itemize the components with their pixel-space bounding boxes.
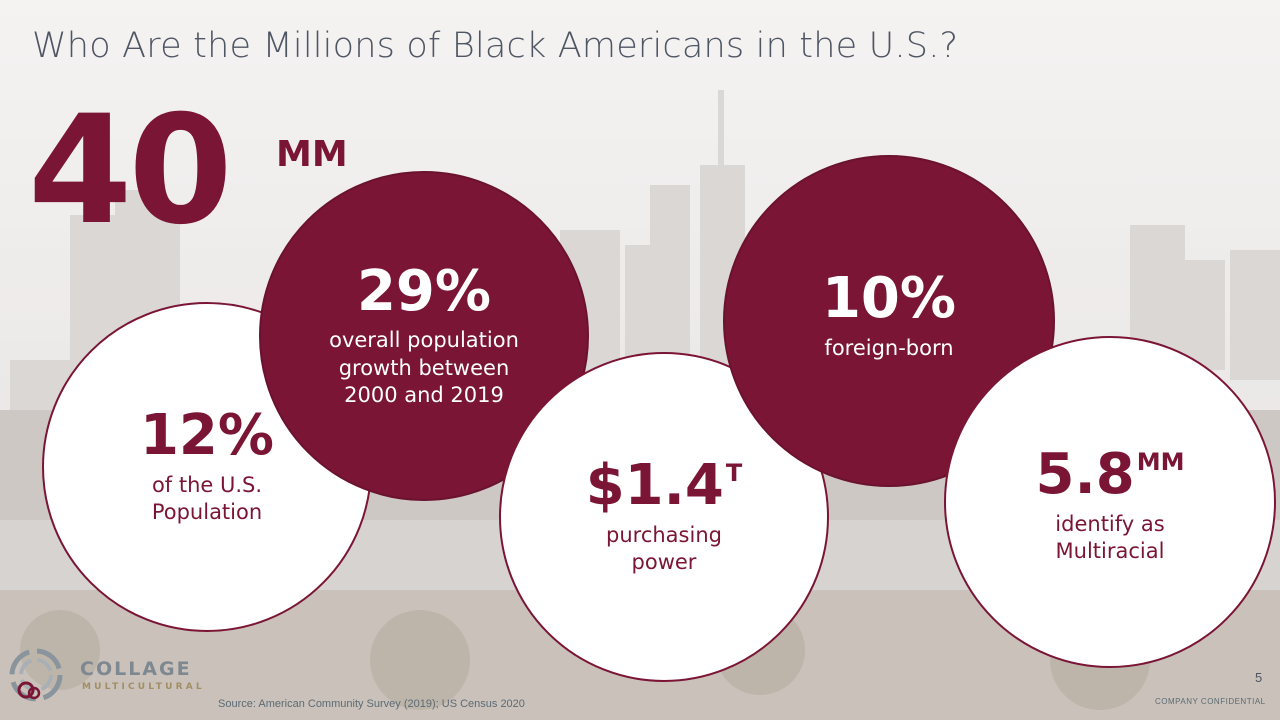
stat-value: 12% xyxy=(139,403,275,469)
logo-mark-icon xyxy=(9,648,63,702)
stat-desc-line: Population xyxy=(151,500,263,525)
logo-name: COLLAGE xyxy=(80,658,192,680)
stat-unit: MM xyxy=(1136,448,1185,476)
headline-value: 40 xyxy=(28,84,233,258)
stat-value: 10% xyxy=(821,266,957,331)
stat-desc-line: identify as xyxy=(1055,511,1165,536)
stat-description: identify as Multiracial xyxy=(1055,511,1164,566)
stat-desc-line: purchasing xyxy=(606,523,722,548)
stat-value: 5.8MM xyxy=(1036,445,1185,505)
stat-description: foreign-born xyxy=(824,335,953,362)
stat-circle-multiracial: 5.8MM identify as Multiracial xyxy=(944,336,1276,668)
stat-desc-line: 2000 and 2019 xyxy=(344,383,504,408)
logo-subtitle: MULTICULTURAL xyxy=(82,682,205,692)
stat-desc-line: growth between xyxy=(338,355,510,380)
stat-description: of the U.S. Population xyxy=(152,472,262,527)
confidential-label: COMPANY CONFIDENTIAL xyxy=(1155,697,1266,706)
stat-number: $1.4 xyxy=(585,453,724,519)
stat-value: $1.4T xyxy=(586,456,743,516)
headline-unit: MM xyxy=(276,134,348,175)
page-number: 5 xyxy=(1255,670,1263,685)
stat-desc-line: foreign-born xyxy=(824,335,954,360)
stat-desc-line: power xyxy=(631,550,697,575)
stat-desc-line: Multiracial xyxy=(1055,539,1165,564)
stat-number: 5.8 xyxy=(1035,442,1135,507)
source-note: Source: American Community Survey (2019)… xyxy=(218,698,525,710)
collage-logo: COLLAGE MULTICULTURAL xyxy=(6,646,206,704)
page-title: Who Are the Millions of Black Americans … xyxy=(32,26,959,66)
stat-desc-line: of the U.S. xyxy=(151,473,263,498)
stat-unit: T xyxy=(725,459,743,488)
stat-desc-line: overall population xyxy=(329,328,519,353)
stat-description: overall population growth between 2000 a… xyxy=(329,327,519,409)
stat-description: purchasing power xyxy=(606,522,722,577)
stat-value: 29% xyxy=(356,258,492,324)
